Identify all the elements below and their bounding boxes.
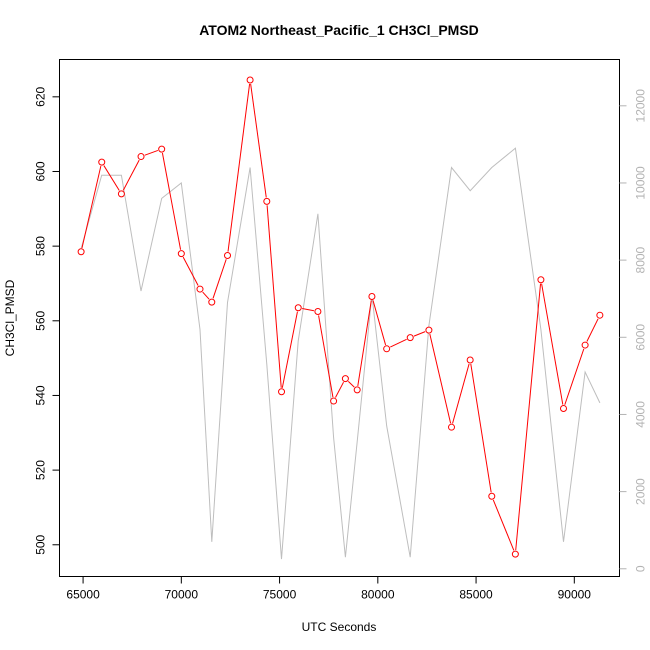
primary-series-point	[425, 326, 433, 334]
primary-series-segment	[413, 331, 426, 337]
primary-series-point	[511, 550, 519, 558]
primary-series-point	[537, 276, 545, 284]
series-layer	[77, 76, 604, 560]
primary-series-segment	[161, 152, 182, 250]
y-tick-label: 500	[34, 534, 48, 554]
y-right-tick-label: 0	[634, 565, 648, 572]
primary-series-point	[98, 158, 106, 166]
primary-series-point	[330, 397, 338, 405]
y-right-tick-label: 4000	[634, 401, 648, 428]
x-tick-label: 70000	[165, 588, 199, 602]
primary-series-point	[341, 375, 349, 383]
primary-series-point	[263, 197, 271, 205]
y-tick-label: 540	[34, 385, 48, 405]
primary-series-point	[368, 293, 376, 301]
primary-series-segment	[227, 83, 251, 252]
primary-series-segment	[144, 149, 159, 156]
primary-series-point	[353, 386, 361, 394]
primary-series-segment	[372, 300, 387, 346]
primary-series-point	[246, 76, 254, 84]
primary-series-segment	[250, 83, 267, 198]
primary-series-segment	[281, 311, 298, 388]
y-tick-label: 520	[34, 460, 48, 480]
y-right-tick-label: 10000	[634, 166, 648, 200]
primary-series-segment	[564, 348, 585, 405]
primary-series-segment	[390, 338, 407, 348]
primary-series-point	[581, 341, 589, 349]
primary-series-point	[560, 405, 567, 413]
primary-series-segment	[212, 259, 227, 299]
x-tick-label: 90000	[558, 588, 592, 602]
y-axis-label: CH3Cl_PMSD	[3, 279, 17, 356]
primary-series-point	[117, 190, 125, 198]
primary-series-segment	[492, 499, 515, 551]
y-right-tick-label: 2000	[634, 478, 648, 505]
primary-series-segment	[81, 165, 102, 248]
primary-series-segment	[429, 333, 452, 424]
y-right-tick-label: 8000	[634, 246, 648, 273]
primary-series-segment	[318, 315, 334, 398]
primary-series-point	[77, 248, 85, 256]
primary-series-segment	[515, 283, 542, 551]
primary-series-segment	[302, 307, 315, 312]
primary-series-point	[406, 334, 414, 342]
x-tick-label: 85000	[459, 588, 493, 602]
primary-series-point	[196, 285, 204, 293]
primary-series-point	[294, 304, 302, 312]
primary-series-segment	[586, 318, 599, 342]
primary-series-point	[177, 250, 185, 258]
primary-series-segment	[541, 283, 564, 405]
primary-series-segment	[470, 363, 492, 493]
primary-series-point	[314, 307, 322, 315]
y-axis-left: 500 520 540 560 580 600 620	[34, 86, 60, 555]
y-right-tick-label: 12000	[634, 89, 648, 123]
y-tick-label: 560	[34, 310, 48, 330]
primary-series-point	[278, 388, 286, 396]
primary-series-point	[137, 153, 145, 161]
primary-series-point	[158, 145, 166, 153]
primary-series-segment	[347, 381, 355, 388]
primary-series-point	[383, 345, 391, 353]
x-tick-label: 65000	[66, 588, 100, 602]
primary-series-segment	[202, 291, 210, 300]
x-tick-label: 80000	[361, 588, 395, 602]
secondary-series-line	[80, 147, 601, 560]
y-axis-right: 0 2000 4000 6000 8000 10000 12000	[619, 89, 648, 572]
y-right-tick-label: 6000	[634, 324, 648, 351]
primary-series-segment	[357, 300, 372, 386]
x-axis-label: UTC Seconds	[302, 620, 377, 634]
x-tick-label: 75000	[263, 588, 297, 602]
primary-series-segment	[452, 363, 470, 424]
y-tick-label: 580	[34, 236, 48, 256]
primary-series-point	[466, 356, 474, 364]
primary-series-segment	[182, 256, 199, 286]
primary-series-segment	[103, 165, 120, 191]
primary-series-segment	[266, 205, 282, 388]
y-tick-label: 620	[34, 86, 48, 106]
primary-series-point	[448, 423, 455, 431]
chart-title: ATOM2 Northeast_Pacific_1 CH3Cl_PMSD	[199, 22, 479, 38]
primary-series-point	[208, 298, 216, 306]
y-tick-label: 600	[34, 161, 48, 181]
primary-series-segment	[335, 381, 344, 398]
primary-series-point	[488, 492, 496, 500]
x-axis: 65000 70000 75000 80000 85000 90000	[66, 576, 592, 602]
primary-series-point	[596, 311, 604, 319]
primary-series-segment	[122, 159, 140, 191]
primary-series-point	[224, 251, 231, 259]
